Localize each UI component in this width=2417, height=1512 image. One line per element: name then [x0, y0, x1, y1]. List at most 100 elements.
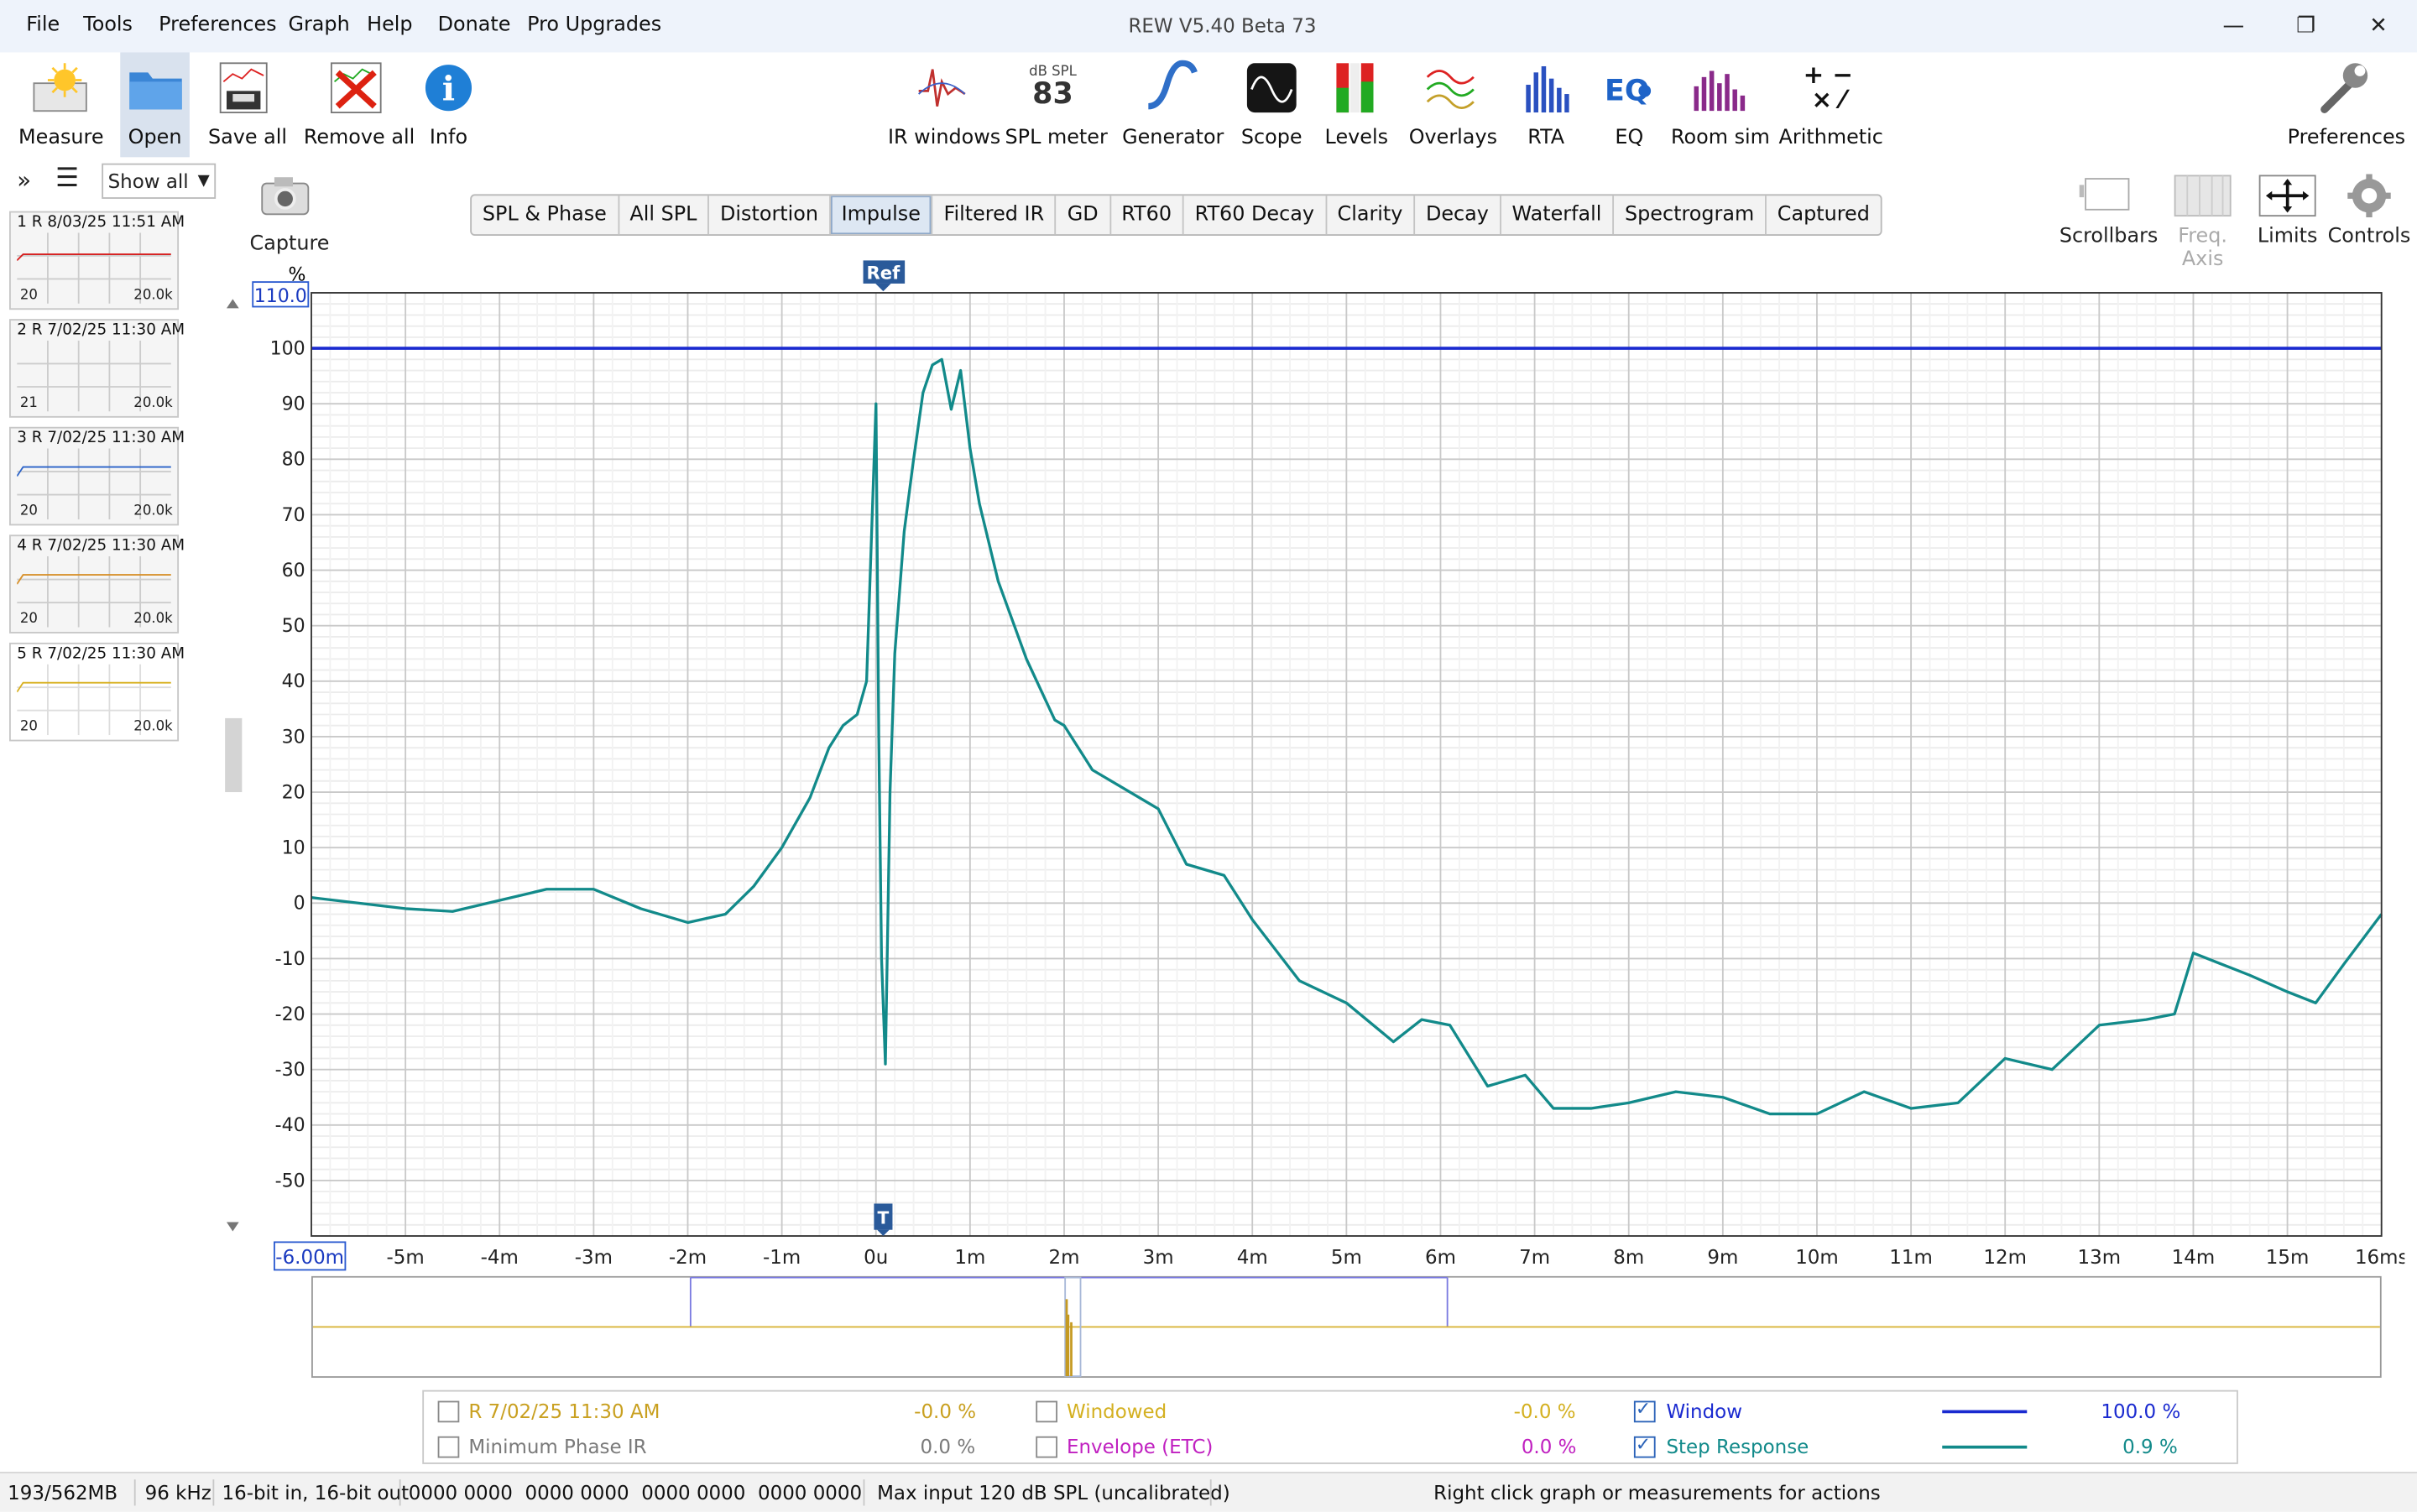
measurement-max: 20.0k	[133, 503, 173, 519]
tab-distortion[interactable]: Distortion	[709, 196, 831, 235]
y-tick-label: 50	[282, 616, 305, 637]
tab-filtered-ir[interactable]: Filtered IR	[933, 196, 1057, 235]
tab-clarity[interactable]: Clarity	[1327, 196, 1416, 235]
tab-spl-phase[interactable]: SPL & Phase	[472, 196, 619, 235]
restore-icon[interactable]: ❐	[2296, 13, 2316, 39]
t-marker[interactable]: T	[874, 1203, 893, 1237]
rta-icon	[1516, 55, 1575, 120]
x-min-box[interactable]	[274, 1241, 347, 1271]
measurement-thumbnail	[17, 664, 171, 736]
measurement-item[interactable]: 4 R 7/02/25 11:30 AM 20 20.0k	[9, 534, 185, 633]
measurement-thumbnail	[17, 340, 171, 412]
menu-donate[interactable]: Donate	[437, 13, 511, 38]
rta-button[interactable]: RTA	[1516, 55, 1575, 149]
tab-gd[interactable]: GD	[1057, 196, 1111, 235]
scroll-up-icon[interactable]	[226, 299, 239, 309]
measurement-title: 4 R 7/02/25 11:30 AM	[17, 538, 185, 555]
close-icon[interactable]: ✕	[2369, 13, 2388, 39]
menu-graph[interactable]: Graph	[288, 13, 350, 38]
y-max-box[interactable]	[252, 281, 310, 308]
measurement-item[interactable]: 2 R 7/02/25 11:30 AM 21 20.0k	[9, 319, 185, 418]
tab-decay[interactable]: Decay	[1415, 196, 1501, 235]
overview-viewport[interactable]	[1064, 1276, 1082, 1378]
overlays-label: Overlays	[1408, 126, 1498, 150]
measurement-item[interactable]: 3 R 7/02/25 11:30 AM 20 20.0k	[9, 426, 185, 526]
tab-rt60[interactable]: RT60	[1110, 196, 1184, 235]
expand-panel-icon[interactable]: »	[17, 166, 32, 195]
ir-windows-label: IR windows	[887, 126, 1001, 150]
y-tick-label: 40	[282, 671, 305, 692]
scope-button[interactable]: Scope	[1240, 55, 1304, 149]
legend-checkbox-windowed[interactable]	[1036, 1400, 1057, 1423]
overlays-icon	[1409, 55, 1492, 120]
hamburger-menu-icon[interactable]: ☰	[55, 163, 80, 195]
ir-windows-button[interactable]: IR windows	[887, 55, 1001, 150]
preferences-button[interactable]: Preferences	[2288, 55, 2405, 149]
limits-label: Limits	[2257, 225, 2318, 248]
arithmetic-button[interactable]: + − × ⁄ Arithmetic	[1779, 55, 1883, 149]
menu-file[interactable]: File	[26, 13, 60, 38]
capture-button[interactable]: Capture	[250, 175, 330, 256]
limits-button[interactable]: Limits	[2253, 173, 2321, 248]
tab-waterfall[interactable]: Waterfall	[1501, 196, 1615, 235]
overlays-button[interactable]: Overlays	[1408, 55, 1498, 150]
show-all-select[interactable]: Show all ▼	[102, 163, 217, 199]
status-bit-depth: 16-bit in, 16-bit out	[222, 1481, 410, 1504]
remove-all-button[interactable]: Remove all	[304, 55, 415, 149]
panel-scrollbar-thumb[interactable]	[225, 717, 243, 793]
menu-tools[interactable]: Tools	[83, 13, 133, 38]
generator-button[interactable]: Generator	[1122, 55, 1224, 150]
y-tick-label: 80	[282, 450, 305, 471]
legend-label-min-phase: Minimum Phase IR	[468, 1434, 647, 1458]
title-bar: File Tools Preferences Graph Help Donate…	[0, 0, 2417, 53]
legend-checkbox-step-response[interactable]	[1633, 1433, 1656, 1458]
tab-rt60-decay[interactable]: RT60 Decay	[1184, 196, 1327, 235]
tab-all-spl[interactable]: All SPL	[619, 196, 710, 235]
tab-spectrogram[interactable]: Spectrogram	[1614, 196, 1767, 235]
generator-label: Generator	[1122, 126, 1224, 150]
overview-strip[interactable]	[311, 1275, 2383, 1379]
spl-meter-button[interactable]: dB SPL 83 SPL meter	[1005, 55, 1108, 150]
tab-impulse[interactable]: Impulse	[830, 196, 933, 235]
menu-help[interactable]: Help	[367, 13, 413, 38]
measurement-item[interactable]: 1 R 8/03/25 11:51 AM 20 20.0k	[9, 211, 185, 310]
status-memory: 193/562MB	[8, 1481, 118, 1504]
y-tick-label: 30	[282, 727, 305, 748]
menu-pro-upgrades[interactable]: Pro Upgrades	[527, 13, 662, 38]
spl-meter-label: SPL meter	[1005, 126, 1108, 150]
tab-captured[interactable]: Captured	[1777, 203, 1870, 227]
open-label: Open	[128, 126, 182, 150]
spl-meter-value: 83	[1032, 76, 1073, 112]
legend-checkbox-min-phase[interactable]	[437, 1436, 460, 1458]
legend-value-measurement: -0.0 %	[914, 1399, 977, 1423]
scroll-down-icon[interactable]	[226, 1222, 239, 1232]
menu-preferences[interactable]: Preferences	[159, 13, 277, 38]
legend-checkbox-envelope[interactable]	[1036, 1436, 1057, 1458]
open-button[interactable]: Open	[120, 52, 190, 158]
room-sim-button[interactable]: Room sim	[1671, 55, 1770, 149]
levels-label: Levels	[1324, 126, 1389, 150]
status-hint: Right click graph or measurements for ac…	[1433, 1481, 1881, 1504]
legend-checkbox-window[interactable]	[1633, 1398, 1656, 1423]
measurement-item[interactable]: 5 R 7/02/25 11:30 AM 20 20.0k	[9, 642, 185, 742]
legend-label-envelope: Envelope (ETC)	[1066, 1434, 1214, 1458]
measurement-min: 20	[19, 288, 38, 304]
legend-label-window: Window	[1666, 1399, 1743, 1423]
minimize-icon[interactable]: —	[2222, 13, 2245, 39]
save-all-button[interactable]: Save all	[208, 55, 287, 149]
controls-button[interactable]: Controls	[2327, 173, 2410, 248]
x-tick-label: 15m	[2266, 1247, 2310, 1269]
x-axis-ticks: -5m -4m -3m -2m -1m 0u 1m 2m 3m 4m 5m 6m 7m 8m 9m 10m 11…	[387, 1247, 2405, 1269]
status-sample-rate: 96 kHz	[144, 1481, 211, 1504]
measure-button[interactable]: Measure	[18, 55, 104, 149]
ref-marker[interactable]: Ref	[863, 260, 906, 292]
levels-button[interactable]: Levels	[1323, 55, 1391, 149]
eq-button[interactable]: EQ EQ	[1600, 55, 1658, 149]
y-tick-label: -30	[275, 1060, 305, 1081]
scrollbars-button[interactable]: Scrollbars	[2059, 173, 2158, 248]
y-tick-label: -40	[275, 1115, 305, 1136]
info-button[interactable]: i Info	[420, 55, 478, 149]
measurement-max: 20.0k	[133, 396, 173, 412]
legend-checkbox-measurement[interactable]	[437, 1400, 460, 1423]
